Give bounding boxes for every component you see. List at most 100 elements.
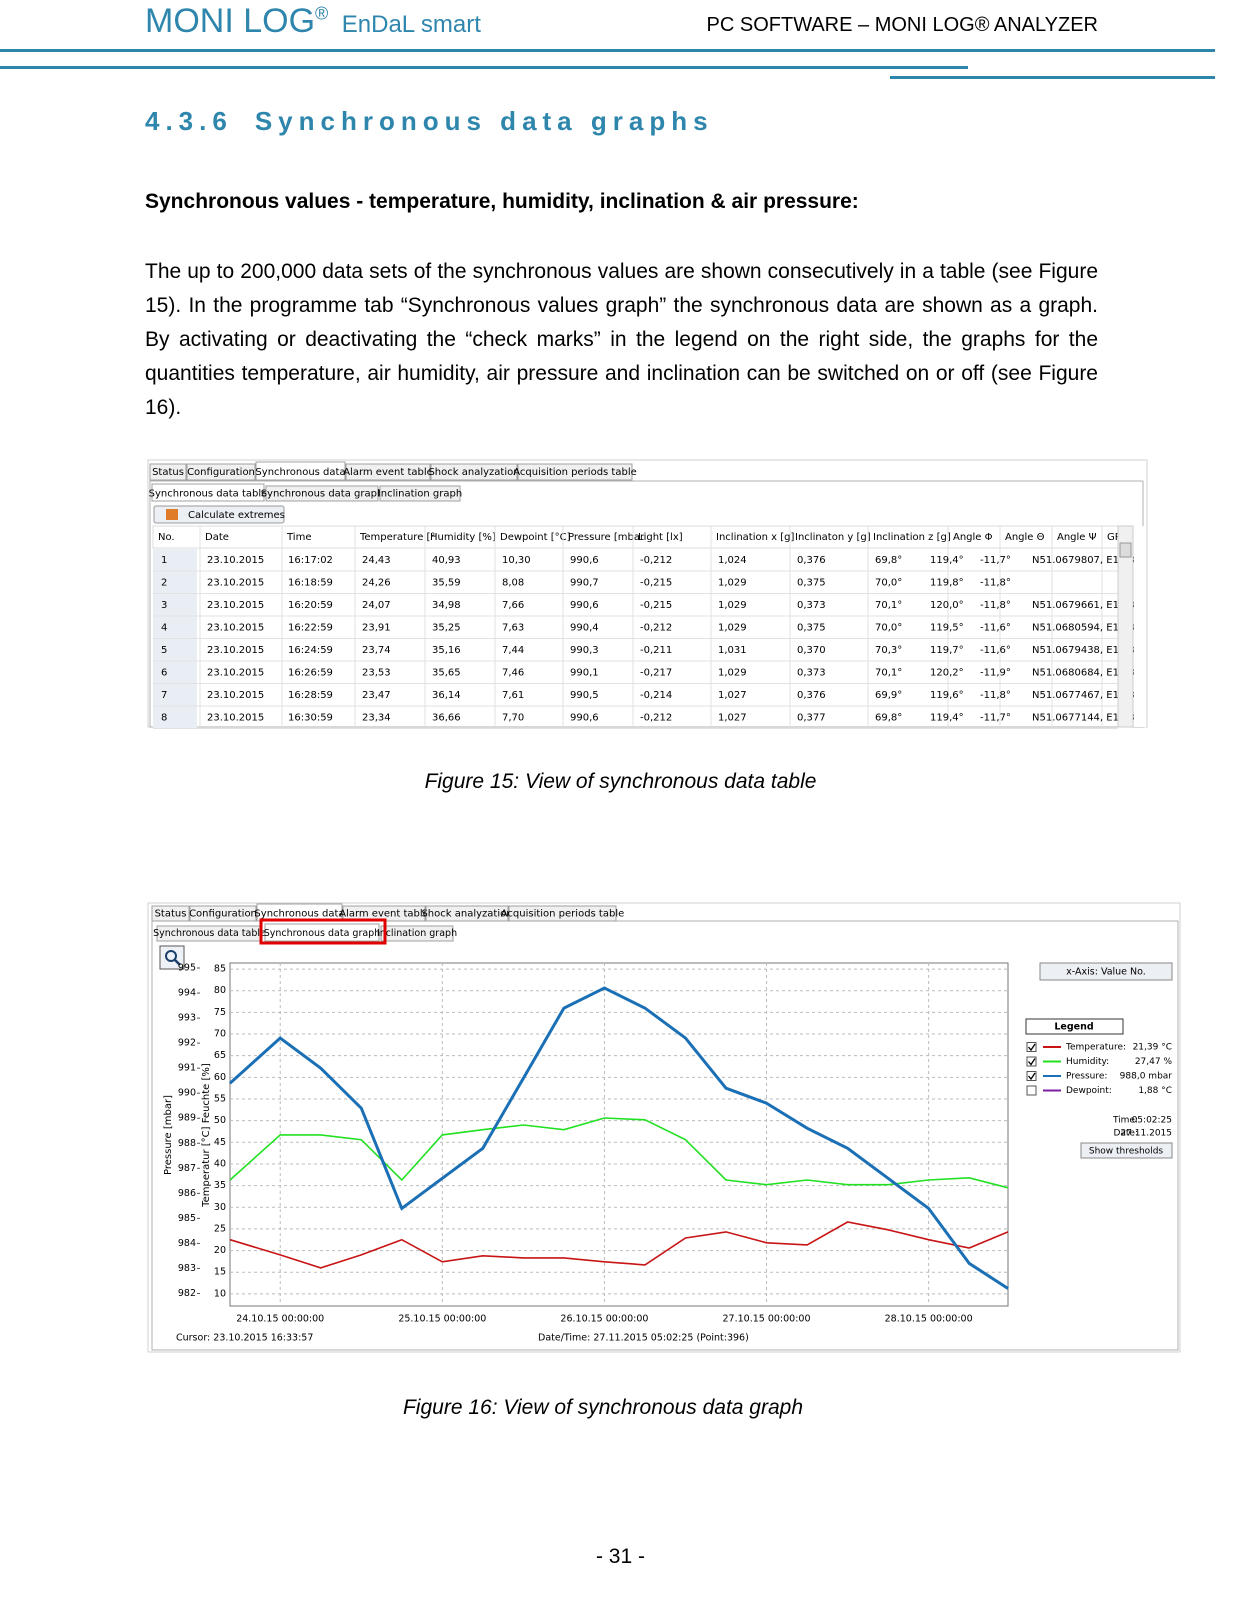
tab-label[interactable]: Synchronous data table xyxy=(153,928,266,939)
cell: 7,61 xyxy=(502,690,524,701)
cell: -0,214 xyxy=(640,690,672,701)
legend-checkbox[interactable] xyxy=(1026,1042,1037,1052)
tab[interactable] xyxy=(517,463,633,481)
tab-label[interactable]: Synchronous data table xyxy=(149,489,268,500)
x-tick-label: 25.10.15 00:00:00 xyxy=(398,1314,486,1325)
button-label[interactable]: x-Axis: Value No. xyxy=(1066,967,1146,978)
y-tick-label: 20 xyxy=(214,1245,226,1256)
cell: 70,1° xyxy=(875,600,902,611)
caption: Figure 15: View of synchronous data tabl… xyxy=(424,770,817,793)
tab-label[interactable]: Acquisition periods table xyxy=(513,467,637,478)
tab-label[interactable]: Synchronous data graph xyxy=(264,928,380,939)
y2-tick-label: 984 xyxy=(178,1238,196,1249)
caption: Figure 16: View of synchronous data grap… xyxy=(402,1396,804,1419)
registered: ® xyxy=(315,3,329,24)
tab[interactable] xyxy=(425,905,509,922)
row-header-cell xyxy=(153,594,197,616)
tab-label[interactable]: Configuration xyxy=(187,467,255,478)
cell: 24,26 xyxy=(362,578,391,589)
button[interactable] xyxy=(1080,1142,1173,1159)
tab[interactable] xyxy=(430,463,518,481)
status-readout: Date/Time: 27.11.2015 05:02:25 (Point:39… xyxy=(538,1333,749,1344)
y2-tick-label: 992 xyxy=(178,1038,196,1049)
brand: MONI LOG xyxy=(145,2,316,40)
cell: -0,217 xyxy=(640,668,672,679)
tab-label[interactable]: Inclination graph xyxy=(378,489,462,500)
tab-label[interactable]: Configuration xyxy=(189,909,257,920)
tab-label[interactable]: Synchronous data graph xyxy=(261,489,384,500)
y-tick-label: 85 xyxy=(214,964,226,975)
tab-label[interactable]: Shock analyzation xyxy=(428,467,519,478)
y-tick-label: 45 xyxy=(214,1137,226,1148)
tab-label[interactable]: Alarm event table xyxy=(339,909,429,920)
y2-tick-label: 983 xyxy=(178,1263,196,1274)
check-mark xyxy=(1028,1043,1036,1052)
tab-label[interactable]: Acquisition periods table xyxy=(501,909,625,920)
header-right: PC SOFTWARE – MONI LOG® ANALYZER xyxy=(706,14,1098,36)
cell: 0,377 xyxy=(797,713,826,724)
cell: 0,370 xyxy=(797,645,826,656)
tab[interactable] xyxy=(151,905,190,922)
column-header: Pressure [mbar xyxy=(568,532,645,543)
legend-value: 21,39 °C xyxy=(1133,1043,1172,1053)
cell: 6 xyxy=(161,668,167,679)
tab[interactable] xyxy=(345,463,431,481)
cell: -11,6° xyxy=(980,623,1011,634)
legend-checkbox[interactable] xyxy=(1026,1056,1037,1067)
row-header-cell xyxy=(153,549,197,571)
cell: 23.10.2015 xyxy=(207,645,264,656)
button[interactable] xyxy=(1039,962,1173,981)
tab[interactable] xyxy=(149,463,187,481)
cell: 69,8° xyxy=(875,713,902,724)
column-header: Humidity [%] xyxy=(430,532,496,543)
tab[interactable] xyxy=(265,485,379,502)
tab-label[interactable]: Status xyxy=(152,467,184,478)
cell: 3 xyxy=(161,600,167,611)
cell: 16:24:59 xyxy=(288,645,333,656)
tab-label[interactable]: Alarm event table xyxy=(343,467,433,478)
cell: 1,029 xyxy=(718,623,747,634)
tab[interactable] xyxy=(189,905,257,922)
button-label[interactable]: Calculate extremes xyxy=(188,510,285,521)
tab[interactable] xyxy=(379,485,461,502)
y2-axis-title: Pressure [mbar] xyxy=(163,1095,174,1175)
tab-label[interactable]: Shock analyzation xyxy=(421,909,512,920)
tab-label[interactable]: Inclination graph xyxy=(377,928,457,939)
cell: 119,5° xyxy=(930,623,964,634)
tab[interactable] xyxy=(264,923,380,942)
tab-label[interactable]: Synchronous data xyxy=(254,909,344,920)
row-header-cell xyxy=(153,684,197,706)
cell: 35,16 xyxy=(432,645,461,656)
cell: 990,6 xyxy=(570,713,599,724)
cell: -11,7° xyxy=(980,555,1011,566)
tab[interactable] xyxy=(380,925,454,942)
tab[interactable] xyxy=(508,905,617,922)
cell: N51.0680684, E13.8 xyxy=(1032,668,1135,679)
scroll-thumb[interactable] xyxy=(1119,542,1132,558)
scrollbar[interactable] xyxy=(1117,525,1134,728)
tab[interactable] xyxy=(255,461,346,481)
button[interactable] xyxy=(153,505,285,524)
cell: 2 xyxy=(161,578,167,589)
column-header: Angle Ψ xyxy=(1057,532,1097,543)
button-label[interactable]: Show thresholds xyxy=(1089,1147,1164,1157)
tab-label[interactable]: Status xyxy=(155,909,187,920)
legend-checkbox[interactable] xyxy=(1026,1071,1037,1081)
icon xyxy=(166,509,178,520)
tab-label[interactable]: Synchronous data xyxy=(255,467,345,478)
legend-checkbox[interactable] xyxy=(1026,1085,1037,1096)
cell: 23.10.2015 xyxy=(207,668,264,679)
y2-tick-label: 993 xyxy=(178,1013,196,1024)
y2-tick-label: 988 xyxy=(178,1138,196,1149)
cell: 990,5 xyxy=(570,690,599,701)
column-header: Light [lx] xyxy=(638,532,683,543)
tab[interactable] xyxy=(151,483,265,502)
cell: 1 xyxy=(161,555,167,566)
tab[interactable] xyxy=(186,463,256,481)
page-number: - 31 - xyxy=(595,1545,645,1568)
cell: 35,25 xyxy=(432,623,461,634)
cell: 0,375 xyxy=(797,623,826,634)
cell: 16:30:59 xyxy=(288,713,333,724)
cell: -11,9° xyxy=(980,668,1011,679)
check-mark xyxy=(1028,1072,1036,1081)
